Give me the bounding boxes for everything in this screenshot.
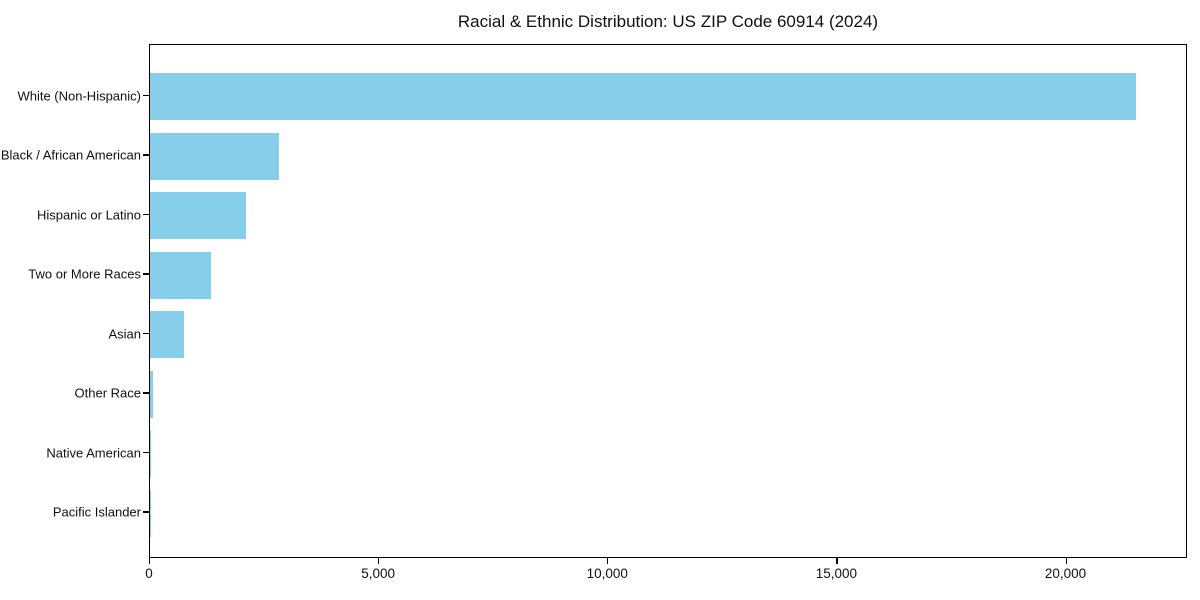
y-tick-mark [143, 273, 149, 275]
bar-row [150, 73, 1186, 120]
x-tick-mark [1065, 558, 1067, 564]
x-tick-mark [378, 558, 380, 564]
bar-row [150, 370, 1186, 418]
y-axis-label: White (Non-Hispanic) [17, 88, 141, 103]
y-tick-mark [143, 392, 149, 394]
y-tick-mark [143, 154, 149, 156]
bar [150, 370, 153, 418]
bar [150, 192, 247, 239]
x-tick-label: 15,000 [815, 566, 858, 581]
y-tick-mark [143, 332, 149, 335]
bar-row [150, 132, 1186, 180]
x-tick-label: 0 [145, 566, 153, 581]
y-axis-label: Pacific Islander [52, 504, 141, 520]
bar-row [150, 311, 1186, 358]
plot-area [149, 44, 1187, 558]
bar-row [150, 251, 1186, 299]
bar [150, 73, 1136, 120]
x-tick-label: 20,000 [1044, 566, 1087, 581]
y-tick-mark [143, 94, 149, 97]
bar-row [150, 192, 1186, 239]
x-tick-mark [836, 558, 838, 564]
y-axis-label: Native American [46, 445, 141, 460]
bar [150, 430, 151, 477]
y-axis-label: Hispanic or Latino [36, 207, 141, 222]
y-tick-mark [143, 213, 149, 216]
x-tick-mark [607, 558, 609, 564]
y-axis-label: Two or More Races [28, 266, 141, 282]
chart-title: Racial & Ethnic Distribution: US ZIP Cod… [457, 12, 879, 31]
bar-row [150, 430, 1186, 477]
bar [150, 132, 279, 180]
y-axis-label: Asian [108, 326, 141, 341]
y-axis-label: Other Race [74, 385, 141, 401]
x-tick-label: 5,000 [361, 566, 396, 581]
x-tick-mark [149, 558, 151, 564]
bar [150, 251, 211, 299]
x-tick-label: 10,000 [586, 566, 628, 581]
y-axis-label: Black / African American [0, 147, 141, 163]
y-tick-mark [143, 511, 149, 513]
bar-row [150, 489, 1186, 537]
y-tick-mark [143, 451, 149, 454]
bar [150, 311, 184, 358]
